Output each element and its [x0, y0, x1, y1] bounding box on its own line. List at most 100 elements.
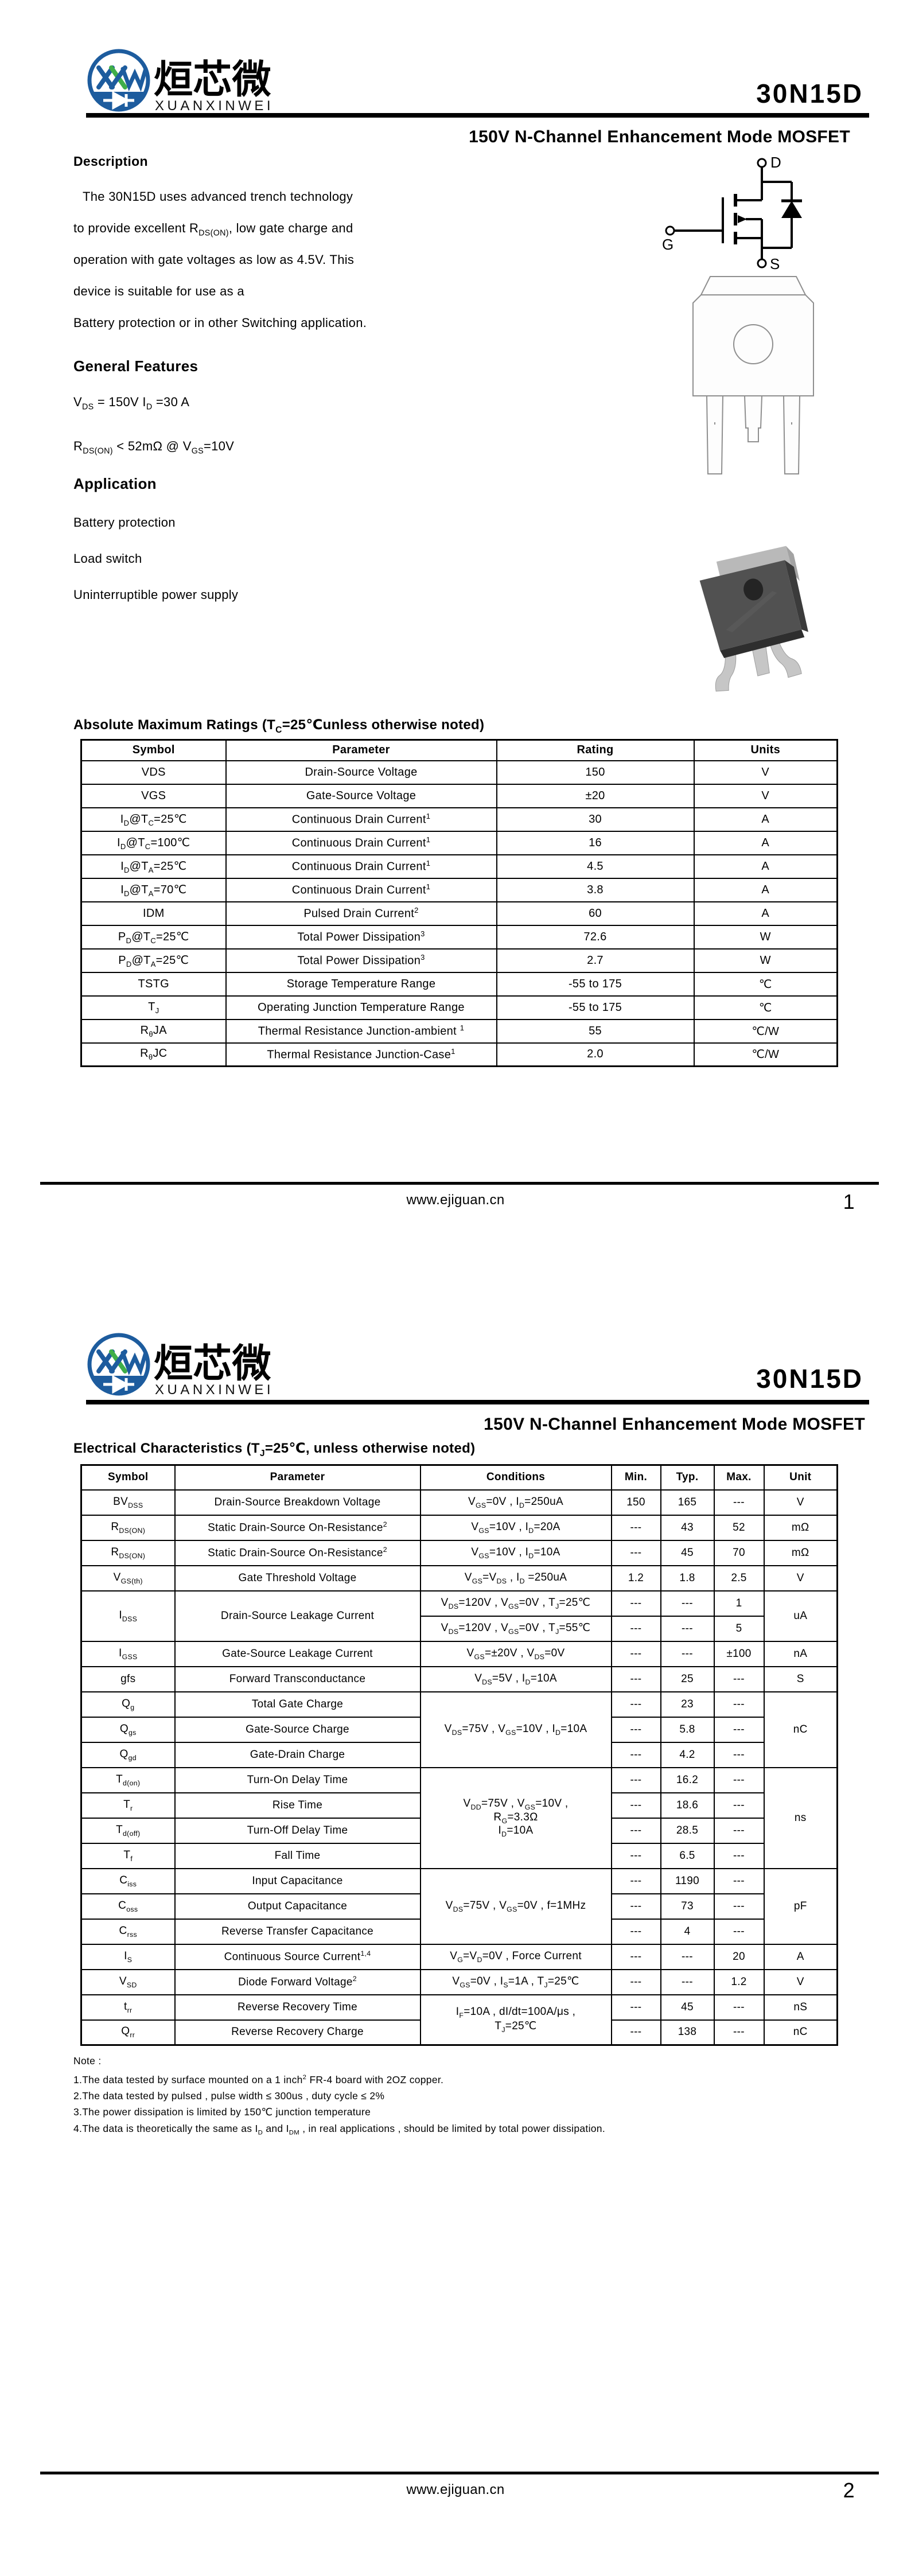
header-rule — [86, 113, 869, 118]
table-row: RDS(ON) Static Drain-Source On-Resistance… — [80, 1514, 838, 1541]
part-number: 30N15D — [756, 1364, 863, 1394]
table-cell: 1.2 — [713, 1968, 765, 1995]
table-cell: Qgs — [80, 1716, 176, 1743]
drain-label: D — [770, 156, 781, 171]
table-row: VGS Gate-Source Voltage ±20 V — [80, 783, 838, 808]
column-header: Units — [693, 739, 838, 761]
table-cell: W — [693, 924, 838, 950]
company-name-en: XUANXINWEI — [155, 98, 274, 114]
table-cell: --- — [610, 1842, 661, 1869]
table-cell: Turn-On Delay Time — [174, 1766, 421, 1793]
application-item: Uninterruptible power supply — [73, 587, 239, 602]
table-cell: RDS(ON) — [80, 1539, 176, 1566]
table-row: RθJC Thermal Resistance Junction-Case1 2.0… — [80, 1042, 838, 1067]
table-row: ID@TC=100℃ Continuous Drain Current1 16 A — [80, 830, 838, 855]
page-number: 2 — [843, 2478, 855, 2502]
table-cell: Turn-Off Delay Time — [174, 1817, 421, 1844]
table-cell: 1 — [713, 1590, 765, 1617]
table-cell: Coss — [80, 1893, 176, 1920]
table-cell: --- — [713, 1842, 765, 1869]
table-cell: Continuous Drain Current1 — [225, 830, 497, 855]
table-cell: Input Capacitance — [174, 1867, 421, 1894]
table-cell: VGS=10V , ID=20A — [419, 1514, 612, 1541]
mosfet-symbol-icon — [665, 158, 802, 269]
table-cell: Drain-Source Voltage — [225, 760, 497, 785]
description-line: to provide excellent RDS(ON), low gate c… — [73, 221, 353, 238]
table-cell: nC — [763, 1691, 838, 1768]
table-header-row: Symbol Parameter Rating Units — [80, 739, 838, 761]
note-item: 1.The data tested by surface mounted on … — [73, 2073, 444, 2085]
application-item: Battery protection — [73, 515, 176, 530]
table-cell: VDS=120V , VGS=0V , TJ=55℃ — [419, 1615, 612, 1642]
column-header: Parameter — [174, 1464, 421, 1491]
table-cell: ID@TC=100℃ — [80, 830, 227, 855]
table-cell: Continuous Drain Current1 — [225, 854, 497, 879]
body-diode-icon — [781, 201, 802, 218]
table-row: Qg Total Gate Charge VDS=75V , VGS=10V , I… — [80, 1691, 838, 1768]
table-cell: ID@TA=25℃ — [80, 854, 227, 879]
table-cell: 72.6 — [496, 924, 695, 950]
table-cell: 16.2 — [660, 1766, 715, 1793]
table-cell: IF=10A , dI/dt=100A/μs , TJ=25℃ — [419, 1994, 612, 2046]
table-cell: IDM — [80, 901, 227, 926]
table-cell: Thermal Resistance Junction-ambient 1 — [225, 1018, 497, 1044]
table-cell: 60 — [496, 901, 695, 926]
table-row: ID@TA=25℃ Continuous Drain Current1 4.5 A — [80, 854, 838, 879]
footer-rule — [40, 1182, 879, 1185]
table-cell: uA — [763, 1590, 838, 1642]
table-cell: A — [693, 877, 838, 902]
table-cell: VSD — [80, 1968, 176, 1995]
table-cell: 25 — [660, 1666, 715, 1692]
column-header: Min. — [610, 1464, 661, 1491]
table-cell: V — [763, 1565, 838, 1591]
table-cell: trr — [80, 1994, 176, 2021]
table-cell: Pulsed Drain Current2 — [225, 901, 497, 926]
table-cell: --- — [713, 1691, 765, 1718]
table-row: Qrr Reverse Recovery Charge --- 138 --- nC — [80, 2019, 838, 2046]
table-cell: 70 — [713, 1539, 765, 1566]
table-cell: Forward Transconductance — [174, 1666, 421, 1692]
table-cell: VDS — [80, 760, 227, 785]
table-row: Td(on) Turn-On Delay Time VDD=75V , VGS=10… — [80, 1766, 838, 1869]
company-name-en: XUANXINWEI — [155, 1382, 274, 1398]
table-cell: --- — [610, 1514, 661, 1541]
table-cell: RθJA — [80, 1018, 227, 1044]
table-cell: 18.6 — [660, 1792, 715, 1819]
table-cell: RθJC — [80, 1042, 227, 1067]
table-cell: VDS=120V , VGS=0V , TJ=25℃ — [419, 1590, 612, 1617]
table-cell: 6.5 — [660, 1842, 715, 1869]
description-line: The 30N15D uses advanced trench technolo… — [83, 189, 353, 204]
description-line: operation with gate voltages as low as 4… — [73, 252, 355, 267]
table-cell: -55 to 175 — [496, 995, 695, 1020]
company-name-cn: 烜芯微 — [154, 58, 271, 102]
table-cell: Reverse Transfer Capacitance — [174, 1918, 421, 1945]
table-cell: Tf — [80, 1842, 176, 1869]
table-cell: VDS=75V , VGS=0V , f=1MHz — [419, 1867, 612, 1945]
table-cell: 1.8 — [660, 1565, 715, 1591]
table-row: VDS Drain-Source Voltage 150 V — [80, 760, 838, 785]
description-line: device is suitable for use as a — [73, 284, 244, 298]
table-cell: A — [693, 807, 838, 832]
note-item: 3.The power dissipation is limited by 15… — [73, 2106, 371, 2118]
table-cell: Total Gate Charge — [174, 1691, 421, 1718]
table-cell: Continuous Source Current1,4 — [174, 1943, 421, 1970]
general-features-title: General Features — [73, 357, 198, 375]
note-item: 2.The data tested by pulsed , pulse widt… — [73, 2089, 385, 2102]
table-cell: --- — [660, 1615, 715, 1642]
table-cell: TJ — [80, 995, 227, 1020]
table-cell: Total Power Dissipation3 — [225, 924, 497, 950]
table-cell: --- — [610, 1968, 661, 1995]
table-cell: VGS(th) — [80, 1565, 176, 1591]
column-header: Max. — [713, 1464, 765, 1491]
table-cell: -55 to 175 — [496, 971, 695, 997]
table-cell: Diode Forward Voltage2 — [174, 1968, 421, 1995]
table-cell: Drain-Source Breakdown Voltage — [174, 1489, 421, 1516]
table-cell: Continuous Drain Current1 — [225, 877, 497, 902]
table-cell: A — [693, 854, 838, 879]
package-outline-figure — [688, 274, 817, 481]
table-cell: 1190 — [660, 1867, 715, 1894]
table-cell: ±100 — [713, 1640, 765, 1667]
table-cell: --- — [660, 1640, 715, 1667]
table-cell: 5.8 — [660, 1716, 715, 1743]
table-cell: VDD=75V , VGS=10V , RG=3.3Ω ID=10A — [419, 1766, 612, 1869]
